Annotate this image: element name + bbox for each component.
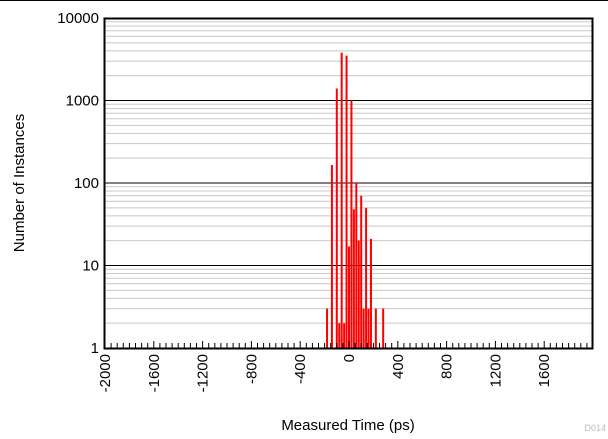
tick-layer	[104, 341, 594, 348]
x-tick-label: 1600	[536, 354, 553, 387]
y-tick-label: 1	[91, 340, 99, 357]
x-tick-label: -2000	[97, 354, 114, 392]
x-tick-label: -1600	[146, 354, 163, 392]
x-tick-label: 0	[341, 354, 358, 362]
plot-frame	[103, 17, 594, 350]
grid-layer	[105, 21, 593, 324]
x-axis-title: Measured Time (ps)	[281, 417, 414, 434]
x-tick-label: -400	[292, 354, 309, 384]
y-tick-label: 10000	[57, 10, 99, 27]
figure-code: D014	[584, 423, 606, 433]
y-axis-title: Number of Instances	[11, 114, 28, 252]
y-tick-label: 100	[74, 175, 99, 192]
x-tick-label: -1200	[195, 354, 212, 392]
label-layer: -2000 -1600 -1200 -800 -400 0 400 800 1200 1600 1 1…	[57, 10, 553, 392]
y-tick-label: 10	[82, 258, 99, 275]
x-tick-label: 800	[439, 354, 456, 379]
x-tick-label: 1200	[487, 354, 504, 387]
x-tick-label: 400	[390, 354, 407, 379]
x-tick-label: -800	[243, 354, 260, 384]
top-rule	[0, 0, 608, 1]
y-tick-label: 1000	[66, 93, 99, 110]
bar-layer	[326, 52, 385, 348]
